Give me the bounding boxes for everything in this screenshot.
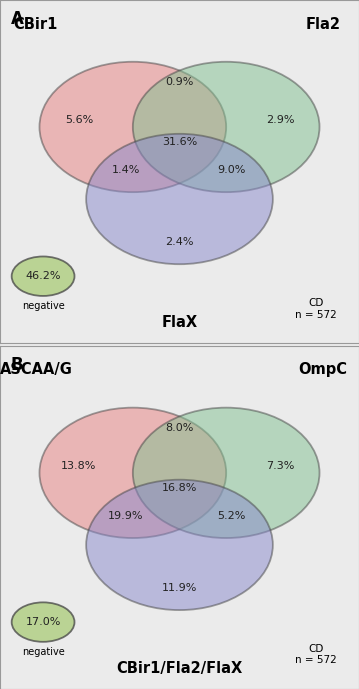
- Text: CD
n = 572: CD n = 572: [295, 298, 337, 320]
- Text: 17.0%: 17.0%: [25, 617, 61, 627]
- Ellipse shape: [86, 134, 273, 264]
- Text: CBir1: CBir1: [14, 17, 58, 32]
- Text: 5.6%: 5.6%: [65, 115, 93, 125]
- Text: A: A: [11, 10, 24, 28]
- Text: CBir1/Fla2/FlaX: CBir1/Fla2/FlaX: [116, 661, 243, 676]
- Text: 2.9%: 2.9%: [266, 115, 294, 125]
- Text: 13.8%: 13.8%: [61, 461, 97, 471]
- Text: 8.0%: 8.0%: [165, 423, 194, 433]
- Text: 19.9%: 19.9%: [108, 511, 143, 521]
- Text: 2.4%: 2.4%: [165, 237, 194, 247]
- Text: negative: negative: [22, 301, 65, 311]
- Text: FlaX: FlaX: [162, 315, 197, 330]
- Text: 31.6%: 31.6%: [162, 137, 197, 147]
- Ellipse shape: [39, 62, 226, 192]
- Text: 16.8%: 16.8%: [162, 483, 197, 493]
- Text: 0.9%: 0.9%: [165, 77, 194, 88]
- Text: ASCAA/G: ASCAA/G: [0, 362, 72, 378]
- Text: 9.0%: 9.0%: [217, 165, 246, 175]
- Text: 7.3%: 7.3%: [266, 461, 294, 471]
- Ellipse shape: [39, 408, 226, 538]
- Text: 1.4%: 1.4%: [111, 165, 140, 175]
- Text: OmpC: OmpC: [299, 362, 348, 378]
- Text: 46.2%: 46.2%: [25, 271, 61, 281]
- Ellipse shape: [133, 408, 320, 538]
- Ellipse shape: [11, 602, 75, 642]
- Text: B: B: [11, 356, 23, 374]
- Text: 5.2%: 5.2%: [217, 511, 246, 521]
- Ellipse shape: [11, 256, 75, 296]
- Text: CD
n = 572: CD n = 572: [295, 644, 337, 666]
- Ellipse shape: [133, 62, 320, 192]
- Text: Fla2: Fla2: [306, 17, 341, 32]
- Text: negative: negative: [22, 647, 65, 657]
- Ellipse shape: [86, 480, 273, 610]
- Text: 11.9%: 11.9%: [162, 583, 197, 593]
